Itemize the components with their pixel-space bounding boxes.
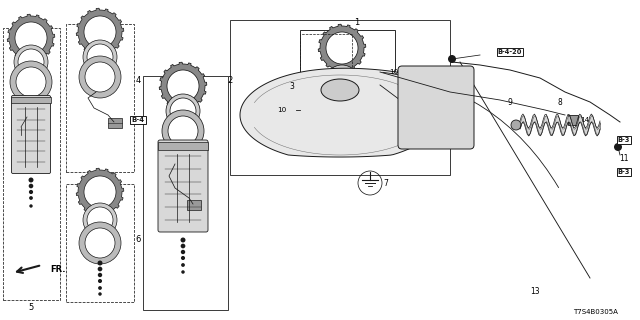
- Bar: [11, 97, 51, 103]
- Polygon shape: [318, 24, 366, 72]
- Text: 13: 13: [530, 287, 540, 297]
- Polygon shape: [167, 70, 199, 102]
- Circle shape: [98, 267, 102, 271]
- Circle shape: [181, 250, 185, 254]
- Circle shape: [87, 44, 113, 70]
- Bar: [300, 30, 395, 152]
- Circle shape: [85, 228, 115, 258]
- Polygon shape: [240, 68, 442, 157]
- Circle shape: [329, 69, 355, 95]
- Circle shape: [321, 85, 363, 127]
- Text: 3: 3: [289, 82, 294, 91]
- Polygon shape: [15, 22, 47, 54]
- Circle shape: [614, 143, 622, 151]
- Text: B-3: B-3: [618, 169, 630, 175]
- Bar: [66, 184, 134, 302]
- Text: B-4: B-4: [131, 117, 145, 123]
- Circle shape: [181, 263, 185, 267]
- Circle shape: [83, 40, 117, 74]
- Text: 11: 11: [620, 154, 628, 163]
- FancyBboxPatch shape: [12, 95, 51, 173]
- Text: B-3: B-3: [618, 137, 630, 143]
- Circle shape: [29, 178, 33, 182]
- Circle shape: [426, 120, 434, 128]
- Text: B-4-20: B-4-20: [498, 49, 522, 55]
- Text: 10: 10: [276, 107, 286, 113]
- Text: T7S4B0305A: T7S4B0305A: [573, 309, 618, 315]
- Bar: [187, 200, 201, 210]
- Circle shape: [168, 116, 198, 146]
- Circle shape: [180, 244, 186, 248]
- Circle shape: [181, 270, 185, 274]
- Circle shape: [325, 65, 359, 99]
- Circle shape: [87, 207, 113, 233]
- Ellipse shape: [321, 79, 359, 101]
- Circle shape: [98, 279, 102, 283]
- Circle shape: [402, 76, 408, 82]
- Bar: [568, 115, 578, 125]
- Circle shape: [170, 98, 196, 124]
- Circle shape: [14, 45, 48, 79]
- Text: 9: 9: [508, 98, 513, 107]
- Text: 7: 7: [383, 179, 388, 188]
- Circle shape: [166, 94, 200, 128]
- Polygon shape: [159, 62, 207, 110]
- Circle shape: [79, 56, 121, 98]
- Circle shape: [85, 62, 115, 92]
- Bar: [108, 118, 122, 128]
- Circle shape: [97, 260, 102, 266]
- Circle shape: [79, 222, 121, 264]
- Circle shape: [29, 190, 33, 194]
- Circle shape: [10, 61, 52, 103]
- Bar: [230, 20, 450, 175]
- Polygon shape: [84, 16, 116, 48]
- Circle shape: [448, 55, 456, 63]
- Text: 1: 1: [355, 18, 360, 27]
- Circle shape: [327, 91, 357, 121]
- Text: 6: 6: [135, 236, 141, 244]
- Text: 12: 12: [440, 121, 449, 127]
- Polygon shape: [7, 14, 55, 62]
- Bar: [143, 76, 228, 310]
- Circle shape: [18, 49, 44, 75]
- Bar: [300, 34, 352, 144]
- Circle shape: [29, 204, 33, 208]
- Text: 14: 14: [580, 117, 589, 123]
- Text: 4: 4: [136, 76, 141, 84]
- Polygon shape: [76, 8, 124, 56]
- Circle shape: [16, 67, 46, 97]
- Bar: [158, 142, 208, 150]
- Text: 8: 8: [557, 98, 563, 107]
- Circle shape: [511, 120, 521, 130]
- FancyBboxPatch shape: [398, 66, 474, 149]
- Circle shape: [29, 196, 33, 200]
- Bar: [3, 28, 60, 300]
- Text: FR.: FR.: [50, 265, 65, 274]
- Circle shape: [293, 107, 299, 113]
- Text: 5: 5: [28, 303, 34, 313]
- Circle shape: [29, 184, 33, 188]
- Polygon shape: [76, 168, 124, 216]
- FancyBboxPatch shape: [158, 140, 208, 232]
- Circle shape: [83, 203, 117, 237]
- Circle shape: [99, 292, 102, 296]
- Polygon shape: [326, 32, 358, 64]
- Text: 10: 10: [388, 69, 398, 75]
- Circle shape: [181, 256, 185, 260]
- Polygon shape: [84, 176, 116, 208]
- Circle shape: [162, 110, 204, 152]
- Circle shape: [397, 112, 403, 118]
- Bar: [66, 24, 134, 172]
- Text: 2: 2: [227, 76, 232, 84]
- Circle shape: [180, 237, 186, 243]
- Circle shape: [98, 273, 102, 277]
- Circle shape: [98, 286, 102, 290]
